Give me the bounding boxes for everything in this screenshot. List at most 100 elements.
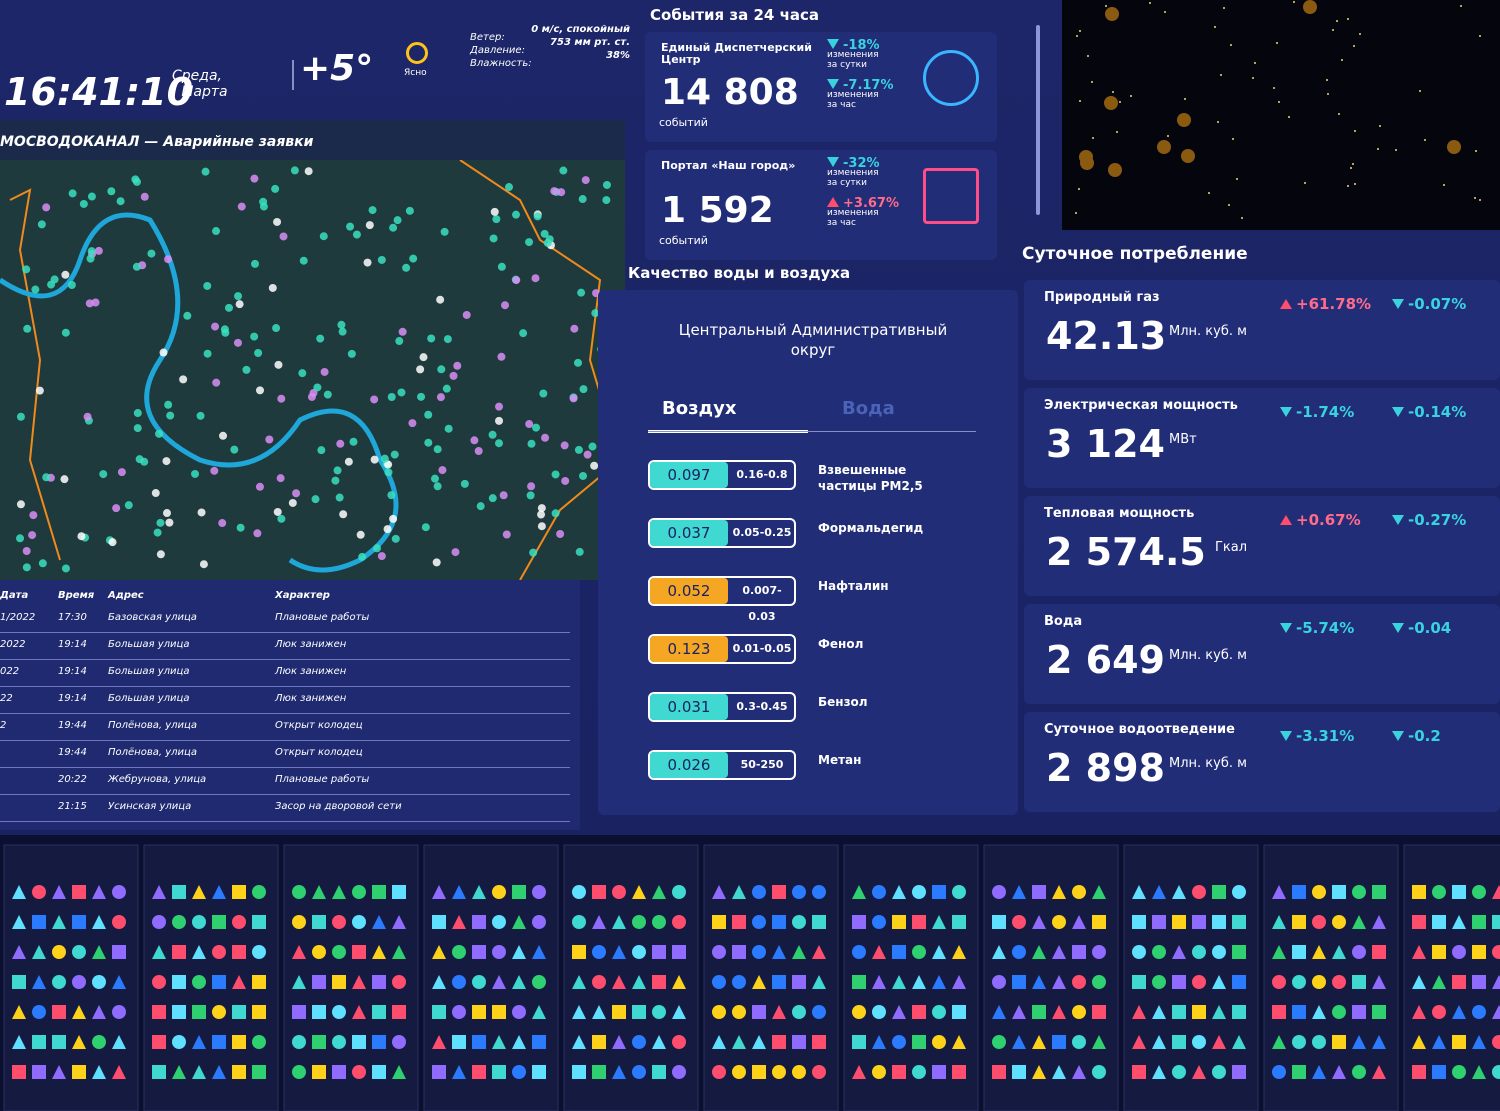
wall-shape xyxy=(1492,1005,1500,1019)
map-marker xyxy=(583,450,592,459)
wall-shape xyxy=(1152,1035,1166,1049)
wall-shape xyxy=(772,1005,786,1019)
map-marker xyxy=(533,212,542,221)
star xyxy=(1302,0,1317,15)
wall-shape xyxy=(1172,945,1186,959)
map-marker xyxy=(432,558,441,567)
star xyxy=(1075,34,1078,37)
wall-shape xyxy=(32,945,46,959)
wall-shape xyxy=(812,1035,826,1049)
reading: 0.097 0.16-0.8 xyxy=(648,460,796,490)
arrow xyxy=(1392,299,1404,309)
tab[interactable]: Воздух xyxy=(662,398,737,419)
map-marker xyxy=(339,510,348,519)
wall-shape xyxy=(1032,885,1046,899)
change-value: +3.67% xyxy=(843,196,899,211)
table-cell: 2 xyxy=(0,720,7,731)
map-marker xyxy=(87,247,96,256)
reading-name: Нафталин xyxy=(818,579,889,593)
wall-shape xyxy=(112,885,126,899)
map-marker xyxy=(556,530,565,539)
wall-shape xyxy=(852,1035,866,1049)
quality-title: Качество воды и воздуха xyxy=(628,264,851,282)
wall-shape xyxy=(712,1065,726,1079)
wall-shape xyxy=(1192,915,1206,929)
consumption-change: -0.27%изменение за прошлый месяц xyxy=(1392,510,1500,529)
row-line xyxy=(0,659,570,660)
map-marker xyxy=(316,334,325,343)
wall-shape xyxy=(472,1065,486,1079)
map-marker xyxy=(124,501,133,510)
wall-shape xyxy=(192,1035,206,1049)
map-marker xyxy=(419,353,428,362)
wall-shape xyxy=(372,1005,386,1019)
wall-shape xyxy=(872,1035,886,1049)
event-change: +3.67% изменения за час xyxy=(827,192,899,228)
map-marker xyxy=(579,385,588,394)
map-marker xyxy=(268,283,277,292)
wall-shape xyxy=(312,1005,326,1019)
map-marker xyxy=(37,220,46,229)
map-marker xyxy=(512,276,521,285)
wall-shape xyxy=(992,1065,1006,1079)
map-marker xyxy=(133,409,142,418)
change-value: -0.14% xyxy=(1408,403,1467,421)
map-marker xyxy=(311,495,320,504)
wall-shape xyxy=(672,1035,686,1049)
wall-shape xyxy=(152,915,166,929)
wall-shape xyxy=(1212,1005,1226,1019)
wall-shape xyxy=(292,885,306,899)
map-marker xyxy=(395,337,404,346)
temperature: +5° xyxy=(300,48,374,89)
consumption-change: -1.74%изменение за этот месяц xyxy=(1280,402,1390,421)
map-marker xyxy=(337,320,346,329)
wall-shape xyxy=(892,945,906,959)
map-marker xyxy=(85,299,94,308)
wall-shape xyxy=(1032,1005,1046,1019)
map-marker xyxy=(61,564,70,573)
map-marker xyxy=(384,460,393,469)
map-marker xyxy=(179,375,188,384)
map-marker xyxy=(272,324,281,333)
wall-shape xyxy=(712,975,726,989)
wall-shape xyxy=(352,945,366,959)
wall-shape xyxy=(792,945,806,959)
map-marker xyxy=(147,249,156,258)
wall-shape xyxy=(1492,915,1500,929)
wall-shape xyxy=(1132,915,1146,929)
map-marker xyxy=(323,390,332,399)
wall-shape xyxy=(1412,975,1426,989)
wall-shape xyxy=(1132,1065,1146,1079)
map-marker xyxy=(494,439,503,448)
map-marker xyxy=(212,378,221,387)
wall-shape xyxy=(1332,885,1346,899)
reading-value: 0.123 xyxy=(650,636,728,662)
wall-shape xyxy=(252,975,266,989)
wall-shape xyxy=(572,885,586,899)
wall-shape xyxy=(792,915,806,929)
wall-shape xyxy=(312,1035,326,1049)
consumption-name: Природный газ xyxy=(1044,290,1160,305)
wall-shape xyxy=(232,1005,246,1019)
wall-shape xyxy=(772,975,786,989)
wall-shape xyxy=(492,915,506,929)
map-marker xyxy=(255,482,264,491)
tab[interactable]: Вода xyxy=(842,398,895,419)
wall-shape xyxy=(212,915,226,929)
map-marker xyxy=(539,389,548,398)
event-icon xyxy=(923,168,979,224)
wall-shape xyxy=(652,1005,666,1019)
map-marker xyxy=(166,411,175,420)
map-marker xyxy=(358,552,367,561)
wall-shape xyxy=(752,915,766,929)
star xyxy=(1352,45,1355,48)
star xyxy=(1352,162,1355,165)
star xyxy=(1424,139,1427,142)
map-marker xyxy=(460,479,469,488)
wall-shape xyxy=(712,945,726,959)
wall-shape xyxy=(752,945,766,959)
wall-shape xyxy=(1292,1035,1306,1049)
wall-shape xyxy=(1332,1035,1346,1049)
wall-shape xyxy=(612,1065,626,1079)
